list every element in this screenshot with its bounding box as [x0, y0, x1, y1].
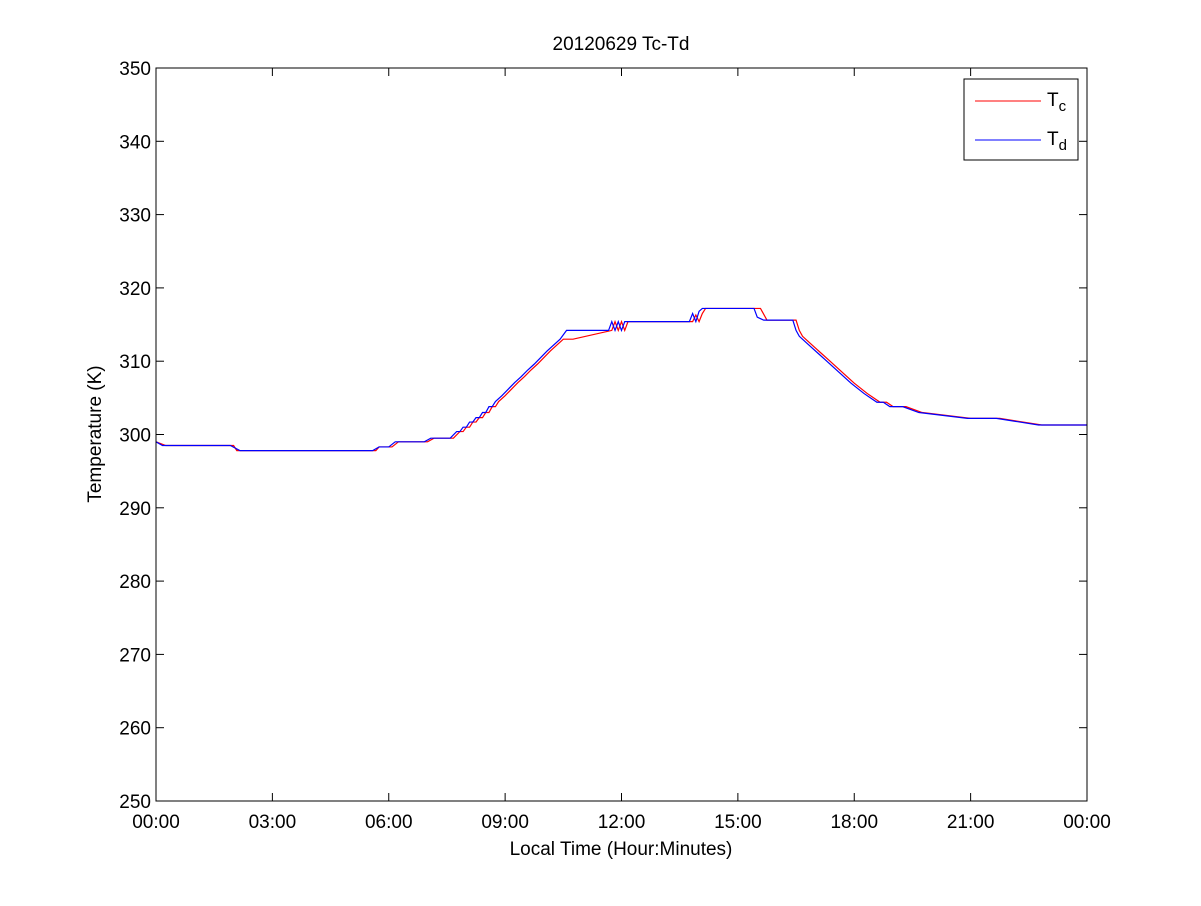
x-tick-label: 03:00: [249, 812, 297, 833]
x-tick-label: 21:00: [947, 812, 995, 833]
y-tick-label: 340: [119, 132, 151, 153]
chart-title: 20120629 Tc-Td: [553, 34, 690, 55]
x-tick-label: 09:00: [481, 812, 529, 833]
tick-layer: 00:00 03:00 06:00 09:00 12:00 15:00 18:00 21:00…: [119, 59, 1110, 833]
y-tick-label: 300: [119, 426, 151, 447]
y-tick-label: 310: [119, 352, 151, 373]
plot-frame: [155, 67, 1088, 802]
x-tick-label: 00:00: [1063, 812, 1111, 833]
legend: Tc Td: [963, 78, 1079, 161]
legend-box: [963, 78, 1079, 161]
legend-label-tc: Tc: [1047, 90, 1067, 115]
plot-area: [156, 68, 1087, 801]
y-tick-label: 280: [119, 572, 151, 593]
x-tick-label: 00:00: [132, 812, 180, 833]
legend-label-tc-main: T: [1047, 90, 1059, 111]
y-axis-label: Temperature (K): [85, 365, 106, 502]
legend-label-tc-sub: c: [1059, 98, 1067, 115]
x-tick-label: 18:00: [830, 812, 878, 833]
y-tick-label: 290: [119, 499, 151, 520]
series-line-tc: [155, 307, 1087, 452]
x-tick-label: 12:00: [598, 812, 646, 833]
legend-label-td-main: T: [1047, 129, 1059, 150]
y-tick-label: 330: [119, 206, 151, 227]
legend-label-td: Td: [1047, 129, 1067, 154]
y-tick-label: 250: [119, 792, 151, 813]
x-tick-label: 06:00: [365, 812, 413, 833]
x-tick-label: 15:00: [714, 812, 762, 833]
y-tick-label: 320: [119, 279, 151, 300]
y-tick-label: 350: [119, 59, 151, 80]
series-layer: [155, 307, 1087, 452]
y-tick-label: 270: [119, 645, 151, 666]
x-axis-label: Local Time (Hour:Minutes): [510, 839, 733, 860]
legend-label-td-sub: d: [1059, 137, 1067, 154]
y-tick-label: 260: [119, 719, 151, 740]
series-line-td: [155, 307, 1087, 452]
